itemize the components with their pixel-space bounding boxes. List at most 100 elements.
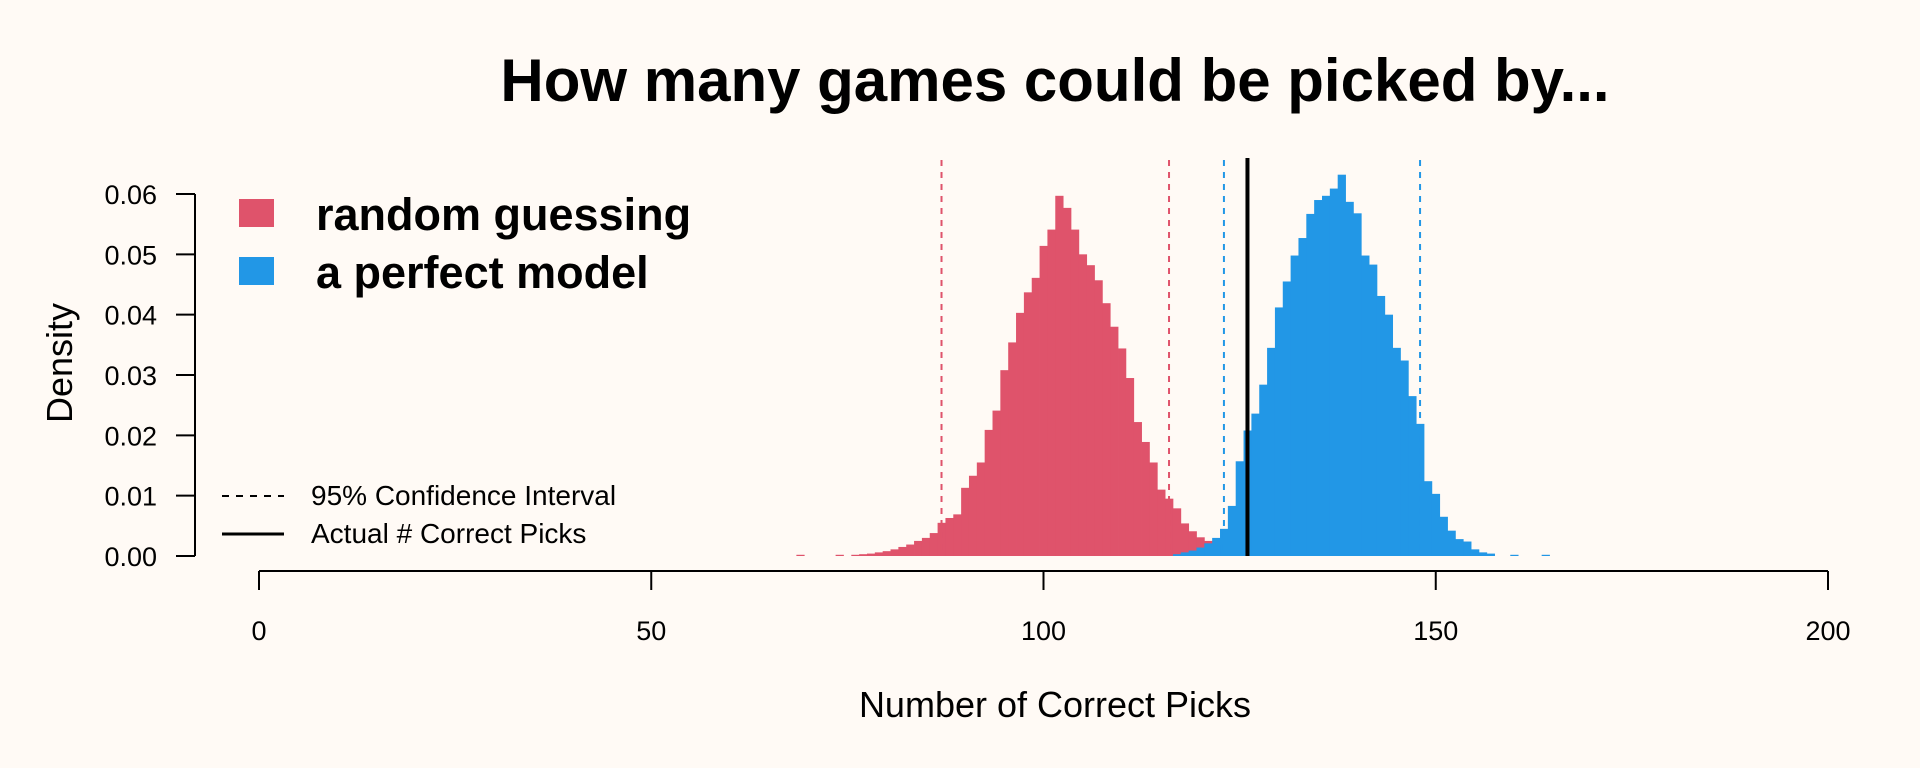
bar-random-guessing-110 [1118,348,1127,556]
bar-random-guessing-119 [1188,531,1197,556]
bar-a-perfect-model-129 [1267,347,1276,556]
bar-random-guessing-111 [1125,378,1135,556]
bar-a-perfect-model-128 [1259,384,1268,556]
bar-a-perfect-model-130 [1274,307,1284,556]
bar-random-guessing-93 [984,429,993,556]
bar-random-guessing-80 [882,551,891,556]
bar-random-guessing-116 [1165,498,1174,556]
bar-random-guessing-81 [890,549,899,556]
bar-random-guessing-69 [796,554,805,556]
bar-random-guessing-113 [1141,441,1150,556]
bar-random-guessing-84 [914,540,923,556]
bar-random-guessing-101 [1047,229,1056,556]
bar-a-perfect-model-120 [1196,547,1205,556]
bar-random-guessing-78 [866,553,876,556]
bar-random-guessing-92 [976,462,986,556]
bar-a-perfect-model-127 [1251,413,1260,556]
x-tick-label-1: 50 [636,616,666,646]
y-tick-label-1: 0.01 [104,482,157,512]
y-axis: 0.00 0.01 0.02 0.03 0.04 0.05 0.06 [104,180,196,572]
bar-a-perfect-model-140 [1353,213,1362,556]
bar-a-perfect-model-150 [1431,493,1441,556]
bar-random-guessing-83 [906,544,915,556]
y-tick-label-6: 0.06 [104,180,157,210]
y-tick-label-2: 0.02 [104,421,157,451]
bar-random-guessing-90 [961,487,970,556]
bar-random-guessing-103 [1063,207,1072,556]
y-tick-label-3: 0.03 [104,361,157,391]
bar-random-guessing-102 [1055,195,1064,556]
bar-random-guessing-89 [953,514,962,556]
bar-random-guessing-82 [898,546,907,556]
bar-a-perfect-model-154 [1463,541,1472,556]
bar-random-guessing-87 [937,522,946,556]
bar-a-perfect-model-133 [1298,238,1307,557]
bar-a-perfect-model-123 [1220,528,1229,556]
x-tick-label-4: 200 [1805,616,1850,646]
bar-random-guessing-91 [968,475,978,556]
y-tick-label-0: 0.00 [104,542,157,572]
bar-random-guessing-88 [945,517,954,556]
bar-a-perfect-model-155 [1471,549,1480,556]
bar-random-guessing-115 [1157,489,1166,556]
x-axis-label: Number of Correct Picks [859,684,1251,725]
y-axis-label: Density [39,303,80,423]
bar-a-perfect-model-131 [1282,281,1292,556]
bar-random-guessing-85 [921,537,931,556]
bar-a-perfect-model-137 [1329,188,1339,556]
bar-a-perfect-model-146 [1400,360,1409,556]
bar-random-guessing-105 [1078,254,1088,556]
bar-a-perfect-model-152 [1447,530,1456,556]
x-tick-label-0: 0 [251,616,266,646]
bar-a-perfect-model-160 [1510,554,1519,556]
y-tick-label-5: 0.05 [104,240,157,270]
bar-random-guessing-106 [1086,265,1095,556]
confidence-interval-lines [940,160,1422,556]
bar-a-perfect-model-119 [1188,550,1197,556]
bar-a-perfect-model-117 [1172,554,1182,556]
bar-a-perfect-model-164 [1541,554,1550,556]
bar-a-perfect-model-147 [1408,396,1417,556]
histogram-bars [796,174,1550,557]
bar-random-guessing-74 [835,554,844,556]
y-tick-label-4: 0.04 [104,301,157,331]
bar-random-guessing-109 [1110,326,1119,556]
bar-a-perfect-model-145 [1392,347,1401,556]
lines-legend: 95% Confidence Interval Actual # Correct… [222,480,616,549]
bar-random-guessing-95 [1000,370,1009,556]
bar-random-guessing-114 [1149,462,1158,556]
bar-random-guessing-97 [1016,312,1025,556]
bar-random-guessing-100 [1039,245,1048,556]
bar-random-guessing-112 [1133,422,1142,556]
bar-a-perfect-model-121 [1204,543,1213,556]
bar-a-perfect-model-125 [1235,461,1244,556]
bar-random-guessing-104 [1070,229,1080,556]
bar-random-guessing-120 [1196,537,1205,556]
bar-a-perfect-model-118 [1180,552,1190,556]
bar-a-perfect-model-136 [1322,195,1331,556]
bar-random-guessing-118 [1180,523,1190,556]
legend-swatch-random-guessing [239,199,274,227]
bar-random-guessing-98 [1023,292,1033,556]
legend-label-random-guessing: random guessing [316,189,691,240]
legend-swatch-a-perfect-model [239,257,274,285]
bar-a-perfect-model-157 [1486,553,1495,556]
bar-a-perfect-model-143 [1376,295,1386,556]
x-axis: 0 50 100 150 200 [251,570,1851,646]
bar-a-perfect-model-122 [1212,537,1221,556]
bar-random-guessing-76 [851,554,860,556]
bar-random-guessing-86 [929,533,938,556]
bar-a-perfect-model-132 [1290,255,1299,557]
bar-a-perfect-model-141 [1361,255,1370,557]
bar-a-perfect-model-153 [1455,539,1464,556]
series-legend: random guessing a perfect model [239,189,691,298]
bar-a-perfect-model-135 [1314,200,1323,556]
bar-a-perfect-model-144 [1384,314,1394,556]
bar-a-perfect-model-142 [1369,264,1378,556]
legend-label-a-perfect-model: a perfect model [316,247,649,298]
bar-random-guessing-79 [874,552,884,556]
bar-a-perfect-model-151 [1439,516,1448,556]
bar-random-guessing-99 [1031,277,1040,556]
